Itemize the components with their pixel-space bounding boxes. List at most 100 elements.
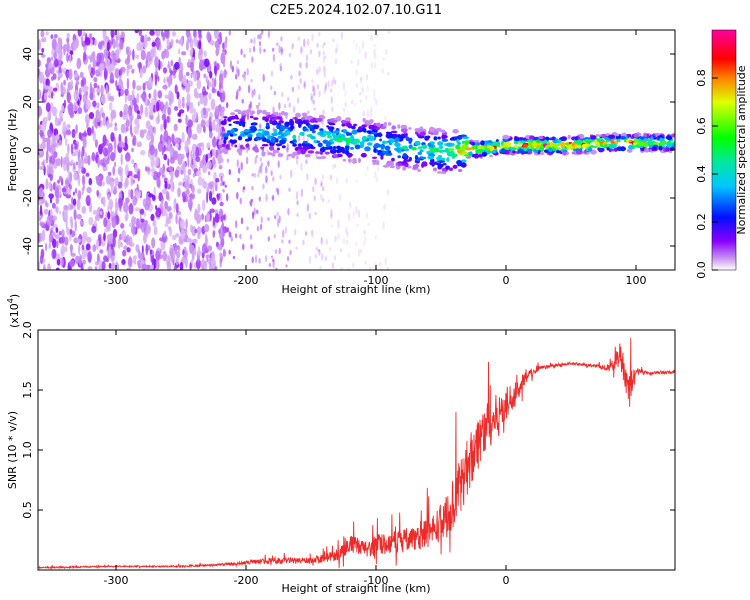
fading-speckle [286, 147, 289, 153]
noise-speckle [219, 201, 224, 207]
noise-speckle [101, 162, 107, 168]
fading-speckle [359, 248, 363, 254]
fading-speckle [319, 265, 322, 270]
ridge-cell [276, 147, 281, 151]
noise-speckle [161, 113, 167, 121]
fading-speckle [250, 244, 253, 250]
fading-speckle [366, 86, 369, 92]
fading-speckle [314, 211, 317, 216]
ridge-cell [432, 167, 438, 172]
noise-speckle [216, 119, 220, 132]
fading-speckle [374, 54, 377, 60]
fading-speckle [355, 83, 358, 89]
y-tick-label: -40 [21, 237, 34, 255]
noise-speckle [87, 266, 93, 270]
noise-speckle [177, 187, 181, 198]
noise-speckle [208, 130, 213, 139]
noise-speckle [176, 143, 179, 149]
noise-speckle [204, 233, 208, 244]
noise-speckle [177, 137, 180, 144]
noise-speckle [86, 236, 92, 243]
fading-speckle [333, 255, 337, 261]
noise-speckle [154, 74, 158, 86]
noise-speckle [137, 170, 141, 182]
ridge-cell [330, 118, 335, 123]
noise-speckle [150, 133, 155, 144]
noise-speckle [190, 244, 195, 253]
noise-speckle [75, 124, 78, 134]
noise-speckle [61, 104, 64, 111]
ridge-cell [236, 148, 242, 153]
noise-speckle [199, 96, 204, 105]
noise-speckle [211, 197, 217, 205]
ridge-cell [442, 162, 447, 166]
colorbar-ticks: 0.0 0.2 0.4 0.6 0.8 [695, 69, 718, 279]
noise-speckle [126, 247, 131, 253]
noise-speckle [155, 250, 161, 261]
ridge-cell [255, 132, 263, 138]
noise-speckle [118, 91, 121, 97]
ridge-cell [302, 140, 308, 144]
noise-speckle [91, 151, 96, 162]
noise-speckle [110, 262, 115, 270]
noise-speckle [155, 156, 160, 167]
noise-speckle [198, 166, 201, 172]
noise-speckle [146, 224, 152, 235]
noise-speckle [206, 160, 212, 170]
ridge-cell [373, 147, 377, 153]
ridge-cell [430, 128, 437, 132]
noise-speckle [157, 90, 163, 99]
noise-speckle [209, 70, 213, 79]
fading-speckle [297, 135, 301, 142]
noise-speckle [64, 177, 70, 189]
fading-speckle [260, 165, 263, 174]
noise-speckle [221, 116, 224, 122]
noise-speckle [170, 38, 174, 46]
noise-speckle [66, 52, 69, 63]
noise-speckle [70, 159, 74, 164]
x-tick-label: -300 [104, 274, 129, 287]
noise-speckle [153, 125, 156, 136]
fading-speckle [225, 36, 228, 44]
noise-speckle [125, 234, 130, 246]
ridge-cell [345, 131, 350, 137]
ridge-cell [301, 117, 306, 121]
fading-speckle [250, 78, 253, 83]
noise-speckle [105, 84, 109, 95]
noise-speckle [178, 48, 181, 55]
noise-speckle [120, 123, 126, 134]
ridge-cell [262, 110, 267, 115]
noise-speckle [194, 208, 198, 215]
fading-speckle [336, 43, 339, 52]
ridge-cell [627, 133, 632, 138]
ridge-cell [341, 124, 346, 127]
noise-speckle [54, 58, 59, 68]
colorbar-label: Normalized spectral amplitude [735, 65, 748, 234]
fading-speckle [313, 86, 316, 95]
fading-speckle [289, 249, 292, 256]
noise-speckle [94, 139, 98, 148]
ridge-cell [391, 157, 395, 162]
fading-speckle [296, 97, 300, 104]
ridge-cell [250, 127, 258, 132]
ridge-cell [417, 151, 423, 155]
noise-speckle [140, 49, 146, 61]
fading-speckle [274, 249, 278, 255]
fading-speckle [288, 102, 291, 108]
fading-speckle [267, 217, 270, 222]
noise-speckle [72, 101, 79, 112]
fading-speckle [333, 163, 337, 169]
noise-speckle [107, 194, 111, 201]
noise-speckle [82, 137, 87, 149]
fading-speckle [273, 90, 277, 96]
fading-speckle [276, 218, 280, 228]
noise-speckle [84, 151, 87, 159]
noise-speckle [89, 91, 94, 101]
noise-speckle [63, 79, 66, 86]
noise-speckle [140, 35, 145, 43]
noise-speckle [170, 70, 174, 76]
noise-speckle [68, 101, 74, 114]
noise-speckle [136, 42, 141, 51]
ridge-cell [615, 133, 620, 137]
ridge-cell [509, 147, 517, 151]
